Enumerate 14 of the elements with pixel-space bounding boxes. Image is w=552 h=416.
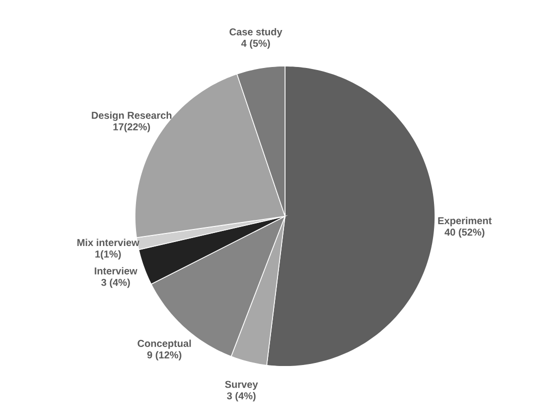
slice-label: Mix interview (77, 238, 140, 246)
slice-label: Survey (225, 380, 258, 390)
slice-label: Interview (94, 267, 138, 274)
data-label: 4 (5%) (241, 40, 270, 49)
data-label: 9 (12%) (147, 351, 182, 360)
data-label: 3 (4%) (101, 278, 130, 288)
slice-label: Case study (230, 28, 282, 38)
data-label: 1(1%) (95, 250, 121, 260)
data-label: 3 (4%) (226, 392, 256, 402)
slice-label: Conceptual (138, 340, 191, 349)
data-label: 40 (52%) (444, 228, 484, 238)
data-label: 17(22%) (113, 123, 150, 132)
slice-label: Experiment (438, 216, 492, 226)
slice-label: Design Research (92, 112, 172, 121)
